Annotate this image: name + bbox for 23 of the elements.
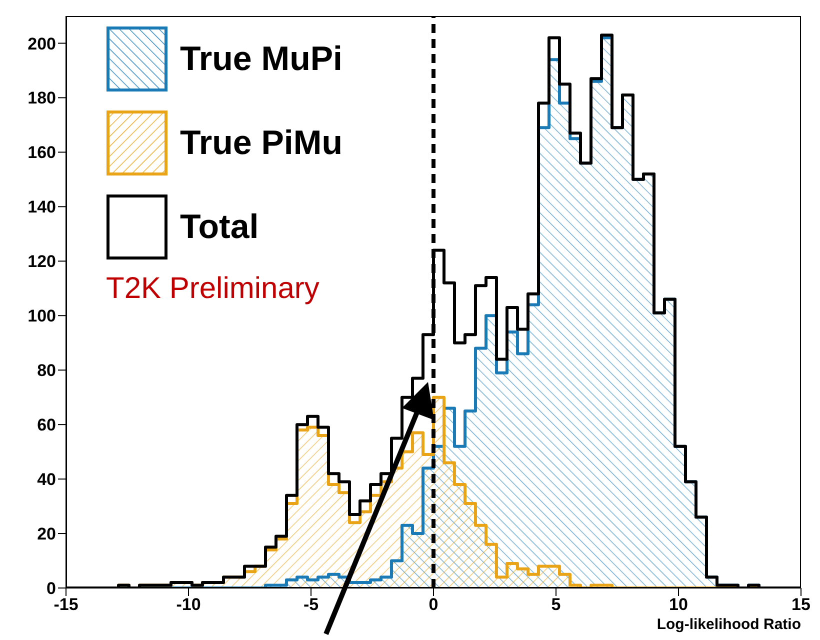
y-tick-label: 140	[28, 198, 56, 217]
y-tick-label: 40	[37, 470, 56, 490]
y-tick-label: 80	[37, 361, 56, 380]
y-tick-label: 180	[28, 88, 56, 108]
y-tick-label: 0	[46, 579, 56, 598]
legend-label: True PiMu	[180, 124, 342, 162]
x-tick-label: 0	[428, 595, 438, 614]
x-tick-label: -10	[176, 595, 201, 614]
y-tick-label: 200	[28, 34, 56, 54]
legend-label: True MuPi	[180, 40, 342, 78]
x-tick-label: 10	[669, 595, 688, 614]
y-tick-label: 120	[28, 252, 56, 272]
legend-label: Total	[180, 208, 259, 246]
x-tick-label: 15	[792, 595, 810, 614]
annotation: T2K Preliminary	[106, 272, 320, 306]
x-axis-title: Log-likelihood Ratio	[656, 616, 801, 633]
y-tick-label: 100	[28, 306, 56, 326]
y-tick-label: 160	[28, 143, 56, 162]
y-tick-label: 20	[37, 524, 56, 544]
x-tick-label: -5	[303, 595, 319, 614]
y-tick-label: 60	[37, 416, 56, 435]
x-tick-label: 5	[551, 595, 561, 614]
x-tick-label: -15	[54, 595, 78, 614]
